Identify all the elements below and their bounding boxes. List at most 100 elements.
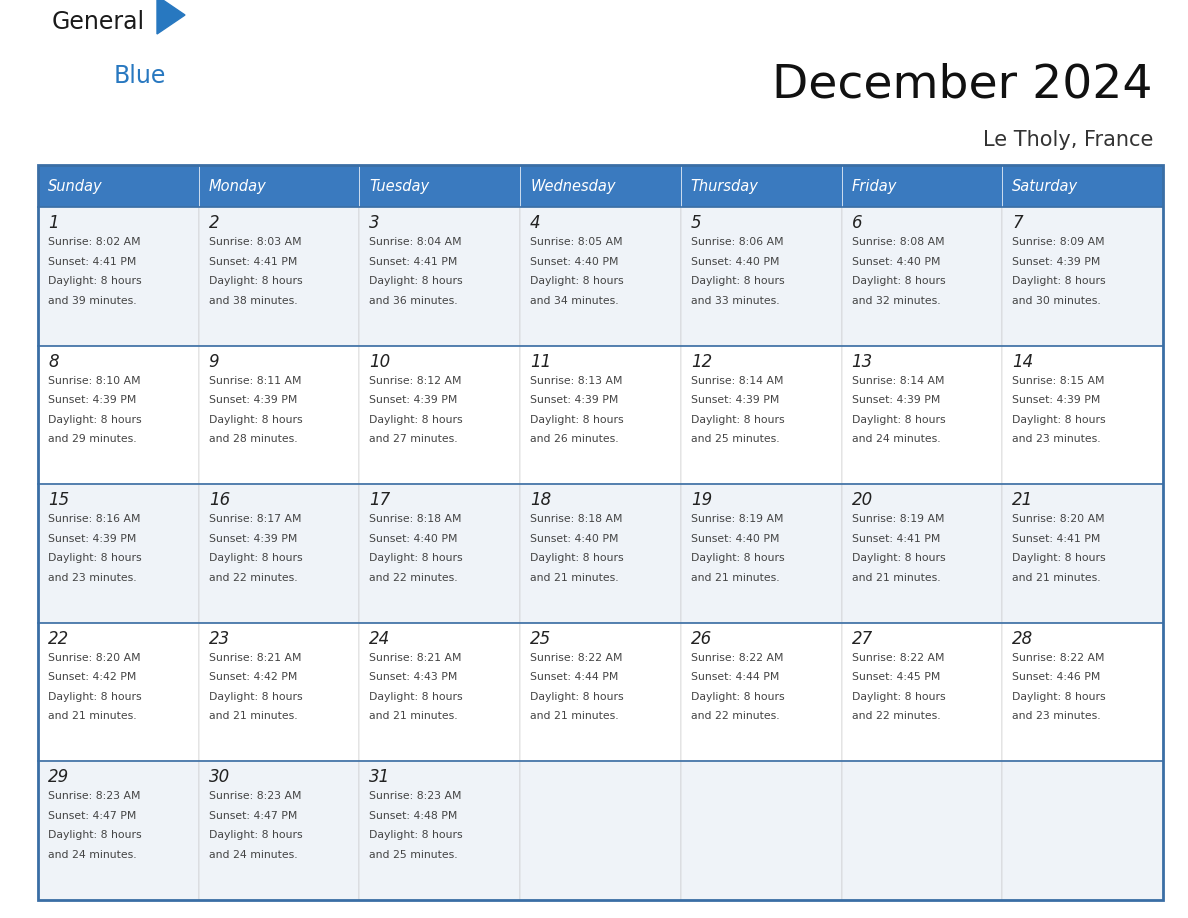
Text: Sunset: 4:40 PM: Sunset: 4:40 PM bbox=[530, 533, 619, 543]
Bar bbox=[520, 165, 681, 207]
Text: and 23 minutes.: and 23 minutes. bbox=[1012, 434, 1101, 444]
Text: and 32 minutes.: and 32 minutes. bbox=[852, 296, 940, 306]
Text: Sunrise: 8:12 AM: Sunrise: 8:12 AM bbox=[369, 375, 462, 386]
Bar bbox=[38, 484, 198, 622]
Text: Sunrise: 8:11 AM: Sunrise: 8:11 AM bbox=[209, 375, 302, 386]
Text: Monday: Monday bbox=[209, 178, 266, 194]
Text: Sunrise: 8:23 AM: Sunrise: 8:23 AM bbox=[369, 791, 462, 801]
Text: Sunset: 4:39 PM: Sunset: 4:39 PM bbox=[852, 395, 940, 405]
Text: December 2024: December 2024 bbox=[772, 62, 1154, 107]
Text: Daylight: 8 hours: Daylight: 8 hours bbox=[209, 415, 302, 425]
Text: Daylight: 8 hours: Daylight: 8 hours bbox=[852, 276, 946, 286]
Text: 2: 2 bbox=[209, 214, 220, 232]
Text: Daylight: 8 hours: Daylight: 8 hours bbox=[48, 276, 141, 286]
Text: 29: 29 bbox=[48, 768, 69, 787]
Text: Sunrise: 8:18 AM: Sunrise: 8:18 AM bbox=[530, 514, 623, 524]
Bar bbox=[1003, 622, 1163, 761]
Bar bbox=[681, 622, 841, 761]
Text: Sunset: 4:41 PM: Sunset: 4:41 PM bbox=[1012, 533, 1100, 543]
Text: 23: 23 bbox=[209, 630, 230, 648]
Text: and 28 minutes.: and 28 minutes. bbox=[209, 434, 297, 444]
Text: 10: 10 bbox=[369, 353, 391, 371]
Bar bbox=[841, 622, 1003, 761]
Text: and 26 minutes.: and 26 minutes. bbox=[530, 434, 619, 444]
Text: Le Tholy, France: Le Tholy, France bbox=[982, 130, 1154, 150]
Text: Sunset: 4:40 PM: Sunset: 4:40 PM bbox=[852, 256, 940, 266]
Text: Daylight: 8 hours: Daylight: 8 hours bbox=[530, 692, 624, 701]
Text: 18: 18 bbox=[530, 491, 551, 509]
Text: Sunrise: 8:14 AM: Sunrise: 8:14 AM bbox=[852, 375, 944, 386]
Text: 31: 31 bbox=[369, 768, 391, 787]
Text: Sunrise: 8:23 AM: Sunrise: 8:23 AM bbox=[209, 791, 302, 801]
Text: Sunset: 4:48 PM: Sunset: 4:48 PM bbox=[369, 811, 457, 821]
Text: Sunrise: 8:15 AM: Sunrise: 8:15 AM bbox=[1012, 375, 1105, 386]
Text: and 21 minutes.: and 21 minutes. bbox=[48, 711, 137, 722]
Text: Daylight: 8 hours: Daylight: 8 hours bbox=[48, 831, 141, 840]
Text: 30: 30 bbox=[209, 768, 230, 787]
Text: 9: 9 bbox=[209, 353, 220, 371]
Text: Sunrise: 8:20 AM: Sunrise: 8:20 AM bbox=[48, 653, 140, 663]
Text: Sunrise: 8:21 AM: Sunrise: 8:21 AM bbox=[209, 653, 302, 663]
Text: and 33 minutes.: and 33 minutes. bbox=[691, 296, 779, 306]
Bar bbox=[520, 761, 681, 900]
Text: Sunset: 4:46 PM: Sunset: 4:46 PM bbox=[1012, 672, 1100, 682]
Bar bbox=[38, 207, 198, 345]
Text: Sunrise: 8:13 AM: Sunrise: 8:13 AM bbox=[530, 375, 623, 386]
Text: 1: 1 bbox=[48, 214, 58, 232]
Text: Sunrise: 8:03 AM: Sunrise: 8:03 AM bbox=[209, 237, 302, 247]
Text: Sunset: 4:39 PM: Sunset: 4:39 PM bbox=[530, 395, 619, 405]
Text: Daylight: 8 hours: Daylight: 8 hours bbox=[691, 692, 784, 701]
Text: Sunrise: 8:10 AM: Sunrise: 8:10 AM bbox=[48, 375, 140, 386]
Text: and 21 minutes.: and 21 minutes. bbox=[1012, 573, 1101, 583]
Text: and 25 minutes.: and 25 minutes. bbox=[691, 434, 779, 444]
Text: Sunset: 4:41 PM: Sunset: 4:41 PM bbox=[48, 256, 137, 266]
Bar bbox=[681, 207, 841, 345]
Text: Sunset: 4:42 PM: Sunset: 4:42 PM bbox=[48, 672, 137, 682]
Text: Sunrise: 8:16 AM: Sunrise: 8:16 AM bbox=[48, 514, 140, 524]
Text: Daylight: 8 hours: Daylight: 8 hours bbox=[1012, 554, 1106, 564]
Text: 6: 6 bbox=[852, 214, 862, 232]
Text: Daylight: 8 hours: Daylight: 8 hours bbox=[369, 692, 463, 701]
Text: Sunset: 4:39 PM: Sunset: 4:39 PM bbox=[1012, 395, 1100, 405]
Text: and 23 minutes.: and 23 minutes. bbox=[48, 573, 137, 583]
Text: Sunset: 4:47 PM: Sunset: 4:47 PM bbox=[48, 811, 137, 821]
Text: Daylight: 8 hours: Daylight: 8 hours bbox=[1012, 692, 1106, 701]
Text: 27: 27 bbox=[852, 630, 873, 648]
Text: and 21 minutes.: and 21 minutes. bbox=[530, 573, 619, 583]
Text: Sunset: 4:40 PM: Sunset: 4:40 PM bbox=[530, 256, 619, 266]
Text: and 21 minutes.: and 21 minutes. bbox=[369, 711, 459, 722]
Text: Daylight: 8 hours: Daylight: 8 hours bbox=[530, 415, 624, 425]
Text: 14: 14 bbox=[1012, 353, 1034, 371]
Bar bbox=[360, 484, 520, 622]
Text: Wednesday: Wednesday bbox=[530, 178, 615, 194]
Text: Sunrise: 8:22 AM: Sunrise: 8:22 AM bbox=[691, 653, 783, 663]
Text: and 34 minutes.: and 34 minutes. bbox=[530, 296, 619, 306]
Text: 12: 12 bbox=[691, 353, 712, 371]
Text: Sunset: 4:39 PM: Sunset: 4:39 PM bbox=[369, 395, 457, 405]
Text: Sunday: Sunday bbox=[48, 178, 102, 194]
Text: Daylight: 8 hours: Daylight: 8 hours bbox=[369, 554, 463, 564]
Text: 28: 28 bbox=[1012, 630, 1034, 648]
Bar bbox=[360, 761, 520, 900]
Text: Sunset: 4:39 PM: Sunset: 4:39 PM bbox=[1012, 256, 1100, 266]
Text: Daylight: 8 hours: Daylight: 8 hours bbox=[1012, 276, 1106, 286]
Text: Daylight: 8 hours: Daylight: 8 hours bbox=[48, 692, 141, 701]
Text: Sunset: 4:47 PM: Sunset: 4:47 PM bbox=[209, 811, 297, 821]
Bar bbox=[520, 484, 681, 622]
Text: Sunset: 4:45 PM: Sunset: 4:45 PM bbox=[852, 672, 940, 682]
Bar bbox=[38, 622, 198, 761]
Text: Sunrise: 8:19 AM: Sunrise: 8:19 AM bbox=[691, 514, 783, 524]
Text: Tuesday: Tuesday bbox=[369, 178, 430, 194]
Text: Sunrise: 8:14 AM: Sunrise: 8:14 AM bbox=[691, 375, 783, 386]
Text: and 22 minutes.: and 22 minutes. bbox=[691, 711, 779, 722]
Bar bbox=[681, 484, 841, 622]
Text: Daylight: 8 hours: Daylight: 8 hours bbox=[1012, 415, 1106, 425]
Text: 25: 25 bbox=[530, 630, 551, 648]
Text: Daylight: 8 hours: Daylight: 8 hours bbox=[209, 831, 302, 840]
Bar bbox=[520, 345, 681, 484]
Bar bbox=[360, 345, 520, 484]
Text: 21: 21 bbox=[1012, 491, 1034, 509]
Text: 4: 4 bbox=[530, 214, 541, 232]
Bar bbox=[38, 165, 1163, 900]
Text: Sunset: 4:44 PM: Sunset: 4:44 PM bbox=[691, 672, 779, 682]
